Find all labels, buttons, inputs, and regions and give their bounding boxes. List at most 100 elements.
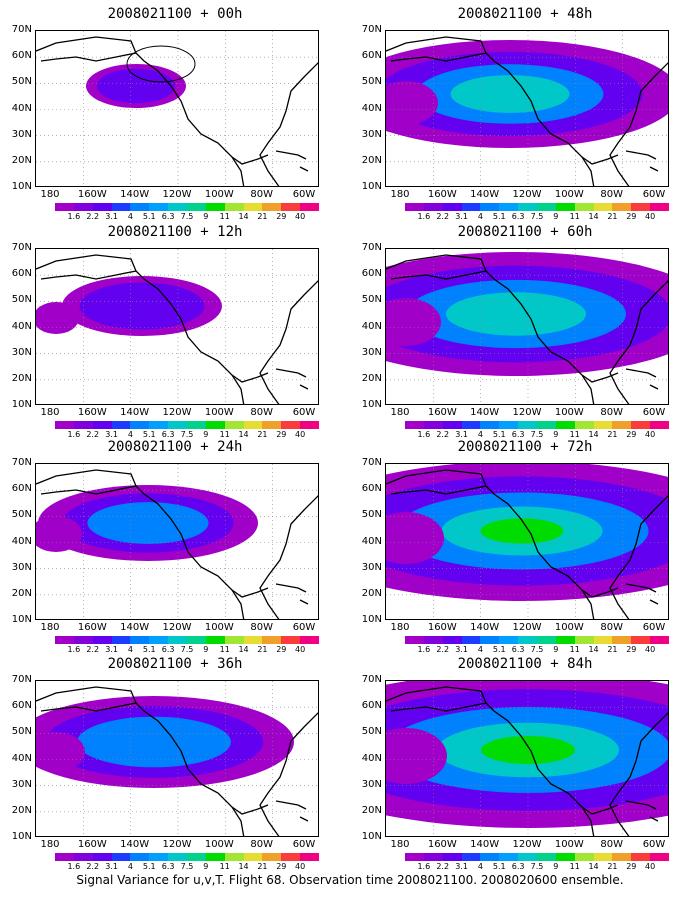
coastline (625, 800, 659, 822)
colorbar-swatch (461, 421, 481, 429)
colorbar-label: 21 (257, 430, 268, 439)
colorbar-swatch (224, 203, 244, 211)
lat-label: 10N (361, 181, 382, 192)
lon-label: 180 (40, 407, 60, 418)
colorbar-swatch (187, 636, 206, 644)
lon-label: 80W (600, 189, 623, 200)
colorbar-swatch (205, 853, 225, 861)
lon-label: 80W (250, 189, 273, 200)
colorbar-label: 5.1 (142, 645, 156, 654)
colorbar (405, 421, 670, 429)
colorbar-label: 21 (257, 212, 268, 221)
colorbar-swatch (73, 203, 93, 211)
colorbar-swatch (537, 203, 556, 211)
colorbar-label: 21 (607, 645, 618, 654)
colorbar-swatch (262, 853, 282, 861)
lat-label: 10N (361, 831, 382, 842)
lon-label: 60W (292, 839, 316, 850)
colorbar-swatch (442, 853, 462, 861)
lon-label: 120W (512, 407, 542, 418)
colorbar-swatch (405, 421, 424, 429)
variance-contour (386, 512, 444, 564)
coastline (609, 62, 668, 186)
colorbar-swatch (593, 636, 613, 644)
colorbar-label: 3.1 (455, 212, 468, 221)
coastline (625, 150, 659, 172)
lat-label: 20N (11, 804, 32, 816)
panel-title: 2008021100 + 24h (107, 439, 243, 455)
colorbar-label: 7.5 (530, 862, 544, 871)
colorbar-swatch (168, 636, 188, 644)
lat-label: 30N (11, 778, 32, 790)
colorbar-swatch (518, 421, 538, 429)
colorbar-label: 4 (477, 430, 483, 439)
lon-label: 140W (120, 407, 150, 418)
coastline (259, 495, 318, 619)
colorbar-label: 21 (607, 430, 618, 439)
colorbar-label: 7.5 (180, 430, 194, 439)
lat-label: 40N (361, 102, 382, 114)
colorbar-swatch (130, 853, 150, 861)
colorbar-swatch (593, 203, 613, 211)
colorbar-label: 4 (477, 645, 483, 654)
colorbar-swatch (149, 636, 169, 644)
lon-label: 180 (40, 189, 60, 200)
colorbar-swatch (555, 421, 575, 429)
coastline (485, 485, 595, 619)
lat-label: 20N (361, 372, 382, 384)
colorbar-swatch (574, 636, 594, 644)
colorbar-label: 4 (477, 862, 483, 871)
lon-label: 140W (120, 189, 150, 200)
colorbar-swatch (537, 421, 556, 429)
lat-label: 30N (361, 561, 382, 573)
coastline (231, 804, 269, 815)
colorbar-label: 5.1 (492, 862, 506, 871)
lat-label: 60N (11, 483, 32, 495)
lat-label: 50N (11, 726, 32, 738)
colorbar-label: 1.6 (67, 212, 81, 221)
panel-title: 2008021100 + 12h (107, 224, 243, 240)
lon-label: 60W (642, 189, 666, 200)
lon-label: 140W (120, 839, 150, 850)
coastline (259, 280, 318, 404)
lat-label: 10N (11, 614, 32, 625)
lat-label: 70N (11, 457, 32, 468)
colorbar-swatch (168, 203, 188, 211)
colorbar-label: 3.1 (455, 862, 468, 871)
colorbar-swatch (518, 636, 538, 644)
lat-label: 20N (361, 587, 382, 599)
colorbar-label: 6.3 (161, 212, 175, 221)
colorbar-swatch (442, 421, 462, 429)
colorbar-swatch (55, 853, 74, 861)
colorbar-label: 14 (588, 645, 599, 654)
colorbar-label: 1.6 (417, 212, 431, 221)
map-panel (35, 463, 319, 620)
colorbar-label: 29 (276, 645, 287, 654)
lon-label: 180 (390, 622, 410, 633)
colorbar-label: 4 (127, 862, 133, 871)
lat-label: 50N (361, 76, 382, 88)
colorbar-swatch (612, 853, 632, 861)
lat-label: 40N (361, 752, 382, 764)
colorbar-label: 21 (257, 862, 268, 871)
variance-contour (386, 728, 447, 784)
lat-label: 60N (11, 268, 32, 280)
colorbar-swatch (149, 421, 169, 429)
colorbar-label: 29 (626, 645, 637, 654)
colorbar-swatch (205, 421, 225, 429)
lat-label: 20N (11, 372, 32, 384)
colorbar-swatch (499, 853, 519, 861)
lat-label: 50N (361, 509, 382, 521)
lat-label: 20N (361, 154, 382, 166)
colorbar-label: 7.5 (530, 212, 544, 221)
coastline (135, 702, 245, 836)
colorbar-label: 3.1 (105, 212, 118, 221)
colorbar-label: 4 (127, 430, 133, 439)
colorbar-label: 6.3 (161, 645, 175, 654)
colorbar-swatch (631, 853, 651, 861)
lon-label: 180 (40, 622, 60, 633)
colorbar-swatch (405, 636, 424, 644)
colorbar-swatch (423, 421, 443, 429)
colorbar-label: 2.2 (436, 862, 450, 871)
coastline (581, 154, 619, 165)
